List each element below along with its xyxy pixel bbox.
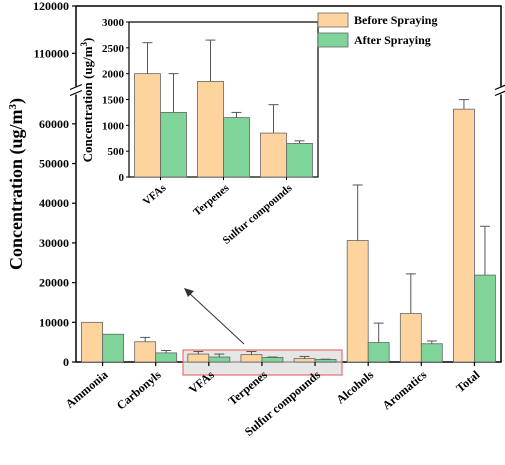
y-tick-label: 30000 [39,236,69,250]
axis-break-mark [69,83,83,91]
inset-y-axis-title-end: ) [80,38,95,42]
callout-arrow-line [187,291,245,345]
bar-1 [314,359,337,363]
inset-y-axis-title-superscript: 3 [79,41,89,46]
y-axis-title-end: ) [6,98,27,104]
inset-bar-1 [223,117,250,178]
inset-bar-1 [160,112,187,178]
bar-0 [240,354,263,363]
bar-0 [399,313,422,363]
y-tick-label: 10000 [39,315,69,329]
inset-chart: 0 500 1000 1500 2000 2500 3000 Concentration (u… [79,17,319,247]
bar-0 [453,108,475,363]
bar-0 [187,353,210,363]
legend: Before Spraying After Spraying [317,12,437,48]
bar-0 [293,358,316,363]
x-tick-label: Aromatics [380,367,430,412]
bar-1 [102,333,124,363]
axis-break-mark [494,90,505,97]
inset-bar-0 [260,132,287,178]
legend-label: After Spraying [354,33,431,47]
inset-bar-0 [134,73,161,178]
bar-1 [474,274,496,363]
legend-label: Before Spraying [354,13,437,27]
y-tick-label: 0 [63,355,69,369]
bar-1 [367,342,390,363]
y-tick-label: 60000 [39,117,69,131]
bar-1 [420,343,443,363]
inset-x-tick-label: Sulfur compounds [221,182,295,247]
x-tick-label: Ammonia [63,368,111,411]
y-tick-label: 40000 [39,196,69,210]
legend-swatch [317,32,349,48]
axis-break-mark [69,89,83,97]
bar-1 [208,356,231,363]
axis-break-gap [71,86,81,95]
inset-y-tick-label: 0 [119,172,125,184]
inset-y-tick-label: 1000 [102,120,125,132]
y-axis-title: Concentration (ug/m3) [6,98,27,270]
bar-0 [346,240,369,363]
inset-bar-1 [286,143,313,178]
inset-y-tick-label: 2500 [102,43,125,55]
axis-break-mark [494,84,505,91]
inset-x-tick-label: VFAs [141,182,169,208]
bar-1 [155,352,178,363]
inset-y-tick-label: 500 [108,146,125,158]
y-tick-label: 20000 [39,276,69,290]
inset-y-axis-title: Concentration (ug/m3) [79,38,95,163]
y-tick-label: 120000 [33,0,69,13]
axis-break-gap [496,86,505,95]
inset-bar-0 [197,81,224,178]
legend-swatch [317,12,349,28]
inset-y-tick-label: 3000 [102,17,125,29]
inset-x-tick-label: Terpenes [191,182,232,219]
bar-0 [134,341,157,363]
y-axis-title-superscript: 3 [7,104,19,110]
y-tick-label: 50000 [39,157,69,171]
bar-1 [261,357,284,363]
inset-y-tick-label: 1500 [102,95,125,107]
bar-0 [81,321,103,363]
callout-arrow-head [184,288,194,297]
y-tick-label: 110000 [34,46,69,60]
x-tick-label: Carbonyls [114,367,164,412]
inset-y-tick-label: 2000 [102,69,125,81]
x-tick-label: Total [453,367,483,395]
